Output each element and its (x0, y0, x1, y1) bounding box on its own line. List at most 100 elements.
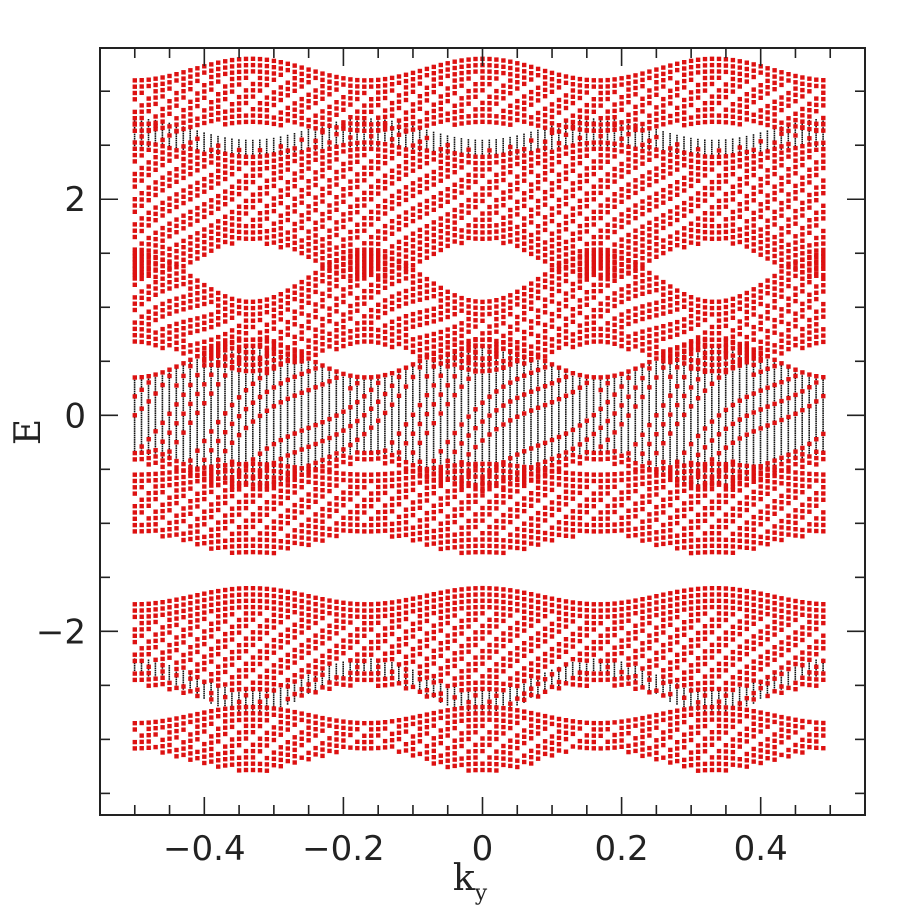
bulk-point (217, 357, 219, 360)
bulk-point (634, 458, 637, 460)
bulk-point (398, 389, 400, 391)
bulk-point (391, 426, 393, 429)
bulk-point (259, 449, 261, 451)
bulk-point (217, 414, 219, 417)
bulk-point (196, 385, 198, 388)
bulk-point (516, 450, 518, 453)
bulk-point (252, 450, 254, 453)
bulk-point (384, 382, 386, 384)
bulk-point (370, 127, 372, 129)
bulk-point (641, 389, 644, 391)
bulk-point (481, 426, 484, 429)
bulk-point (495, 421, 497, 423)
bulk-point (140, 436, 143, 439)
bulk-point (523, 453, 525, 455)
bulk-point (231, 151, 233, 154)
bulk-point (321, 411, 324, 413)
bulk-point (363, 379, 365, 382)
bulk-point (245, 148, 247, 151)
bulk-point (585, 416, 588, 418)
bulk-point (175, 392, 178, 394)
bulk-point (175, 425, 178, 427)
bulk-point (300, 389, 303, 391)
bulk-point (252, 415, 254, 418)
bulk-point (571, 424, 574, 426)
bulk-point (265, 478, 268, 481)
bulk-point (328, 129, 331, 132)
bulk-point (272, 381, 275, 383)
bulk-point (342, 403, 344, 405)
bulk-point (474, 473, 477, 475)
bulk-point (641, 391, 644, 393)
bulk-point (495, 451, 497, 454)
bulk-point (460, 382, 463, 385)
bulk-point (523, 685, 525, 688)
bulk-point (467, 385, 470, 388)
bulk-point (634, 138, 637, 141)
bulk-point (551, 379, 553, 382)
bulk-point (133, 436, 136, 439)
bulk-point (335, 663, 338, 666)
bulk-point (502, 398, 504, 400)
bulk-point (558, 410, 560, 413)
bulk-point (238, 451, 240, 454)
bulk-point (140, 412, 143, 414)
bulk-point (286, 440, 289, 443)
bulk-point (613, 428, 616, 431)
bulk-point (370, 667, 372, 669)
bulk-point (467, 449, 470, 452)
bulk-point (634, 672, 637, 675)
bulk-point (599, 436, 602, 439)
bulk-point (558, 395, 560, 398)
bulk-point (133, 388, 136, 391)
bulk-point (551, 134, 553, 137)
bulk-point (495, 374, 497, 377)
bulk-point (252, 481, 254, 484)
bulk-point (412, 416, 414, 419)
bulk-point (252, 452, 254, 455)
bulk-point (453, 422, 456, 424)
bulk-point (245, 384, 247, 387)
bulk-point (189, 393, 191, 395)
bulk-point (238, 365, 240, 368)
bulk-point (384, 135, 386, 137)
bulk-point (356, 410, 358, 412)
bulk-point (363, 428, 365, 430)
bulk-point (537, 140, 539, 143)
bulk-point (259, 692, 261, 695)
bulk-point (446, 428, 449, 431)
bulk-point (432, 685, 435, 687)
bulk-point (272, 151, 275, 153)
bulk-point (154, 403, 157, 406)
bulk-point (356, 423, 358, 425)
bulk-point (363, 443, 365, 446)
bulk-point (279, 449, 282, 451)
bulk-point (634, 429, 637, 431)
bulk-point (523, 378, 525, 381)
bulk-point (634, 453, 637, 456)
bulk-point (377, 447, 379, 449)
bulk-point (523, 367, 525, 370)
bulk-point (217, 392, 219, 395)
bulk-point (613, 419, 616, 422)
bulk-point (252, 391, 254, 393)
bulk-point (377, 440, 379, 443)
bulk-point (405, 375, 407, 378)
bulk-point (217, 452, 219, 454)
bulk-point (474, 374, 477, 376)
bulk-point (453, 402, 456, 404)
bulk-point (537, 435, 539, 437)
bulk-point (363, 662, 365, 665)
bulk-point (335, 418, 338, 421)
bulk-point (384, 119, 386, 122)
bulk-point (481, 693, 484, 695)
bulk-point (314, 135, 317, 138)
bulk-point (224, 456, 226, 459)
bulk-point (641, 371, 644, 374)
bulk-point (224, 423, 226, 426)
bulk-point (516, 695, 518, 697)
bulk-point (272, 394, 275, 396)
bulk-point (140, 438, 143, 441)
bulk-point (182, 437, 185, 440)
bulk-point (467, 152, 470, 154)
